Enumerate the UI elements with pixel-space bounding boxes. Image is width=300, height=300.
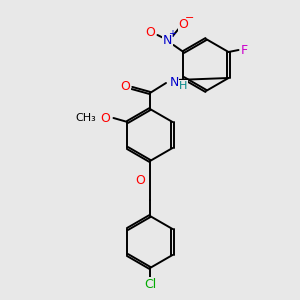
Text: F: F bbox=[241, 44, 248, 56]
Text: O: O bbox=[120, 80, 130, 94]
Text: O: O bbox=[100, 112, 110, 124]
Text: −: − bbox=[185, 13, 194, 23]
Text: +: + bbox=[169, 29, 176, 39]
Text: N: N bbox=[169, 76, 179, 88]
Text: O: O bbox=[146, 26, 155, 40]
Text: Cl: Cl bbox=[144, 278, 156, 290]
Text: H: H bbox=[179, 81, 187, 91]
Text: O: O bbox=[135, 174, 145, 187]
Text: O: O bbox=[178, 17, 188, 31]
Text: CH₃: CH₃ bbox=[75, 113, 96, 123]
Text: N: N bbox=[163, 34, 172, 46]
